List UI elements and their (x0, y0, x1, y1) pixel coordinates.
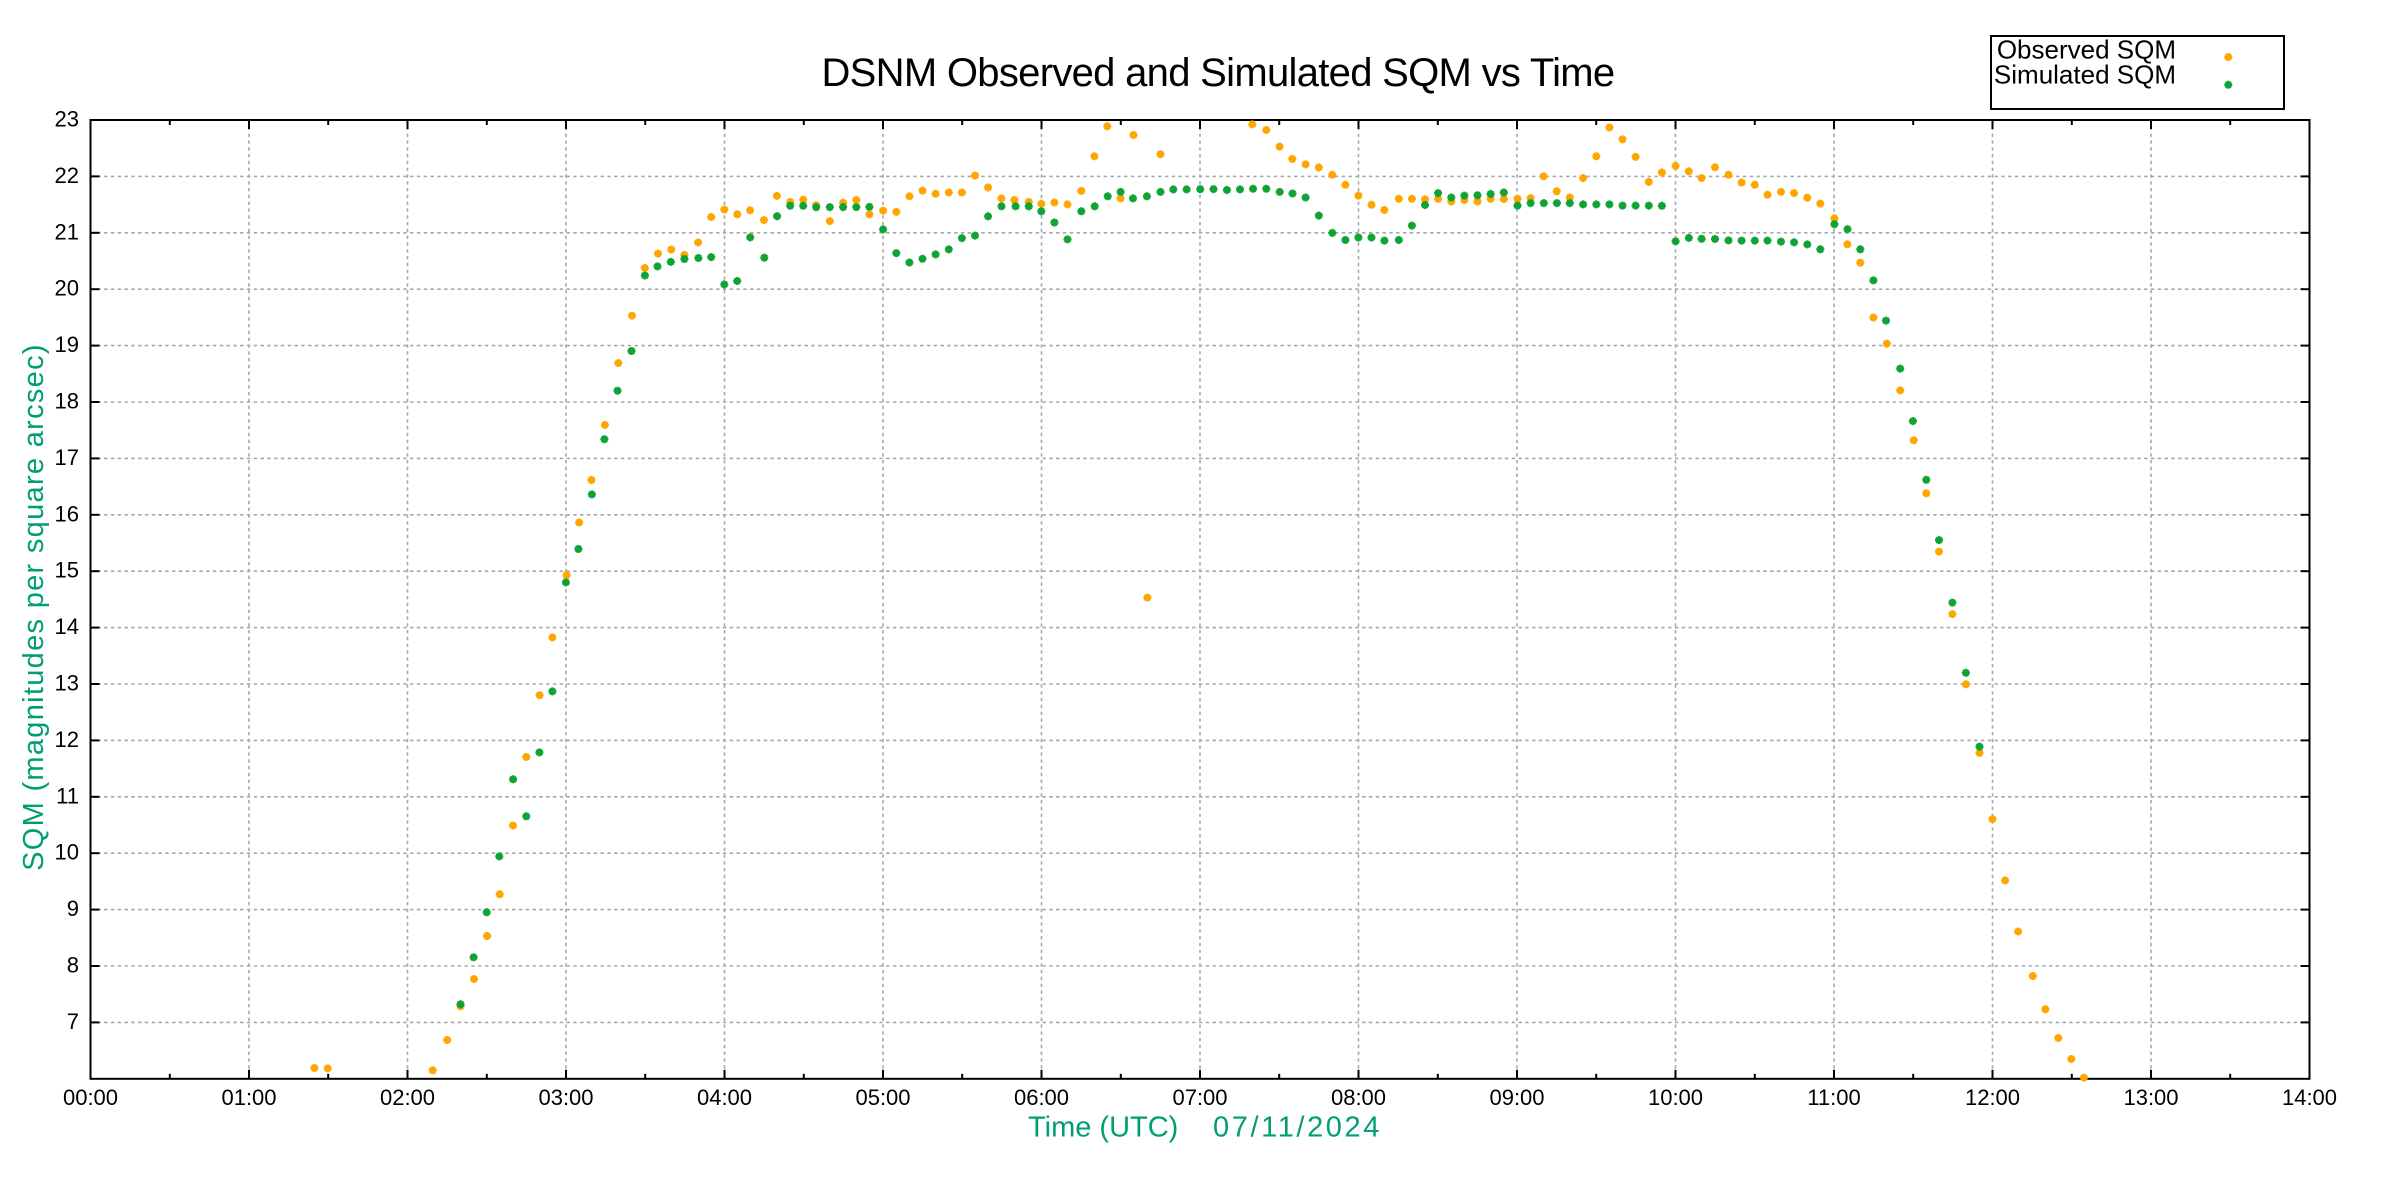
svg-text:Simulated SQM: Simulated SQM (1994, 60, 2176, 90)
svg-text:21: 21 (55, 219, 79, 244)
svg-text:DSNM Observed and Simulated SQ: DSNM Observed and Simulated SQM vs Time (822, 51, 1615, 95)
svg-text:12: 12 (55, 727, 79, 752)
svg-text:09:00: 09:00 (1489, 1085, 1544, 1110)
svg-text:Time (UTC): Time (UTC) (1028, 1112, 1178, 1144)
svg-text:11:00: 11:00 (1807, 1085, 1860, 1110)
svg-text:23: 23 (55, 107, 79, 132)
svg-text:08:00: 08:00 (1331, 1085, 1386, 1110)
svg-text:11: 11 (56, 783, 79, 808)
svg-text:20: 20 (55, 276, 79, 301)
svg-text:00:00: 00:00 (63, 1085, 118, 1110)
svg-text:10: 10 (55, 840, 79, 865)
svg-text:13: 13 (55, 671, 79, 696)
svg-text:18: 18 (55, 389, 79, 414)
svg-text:16: 16 (55, 501, 79, 526)
svg-text:02:00: 02:00 (380, 1085, 435, 1110)
svg-text:13:00: 13:00 (2123, 1085, 2178, 1110)
svg-text:12:00: 12:00 (1965, 1085, 2020, 1110)
svg-text:14: 14 (55, 614, 79, 639)
svg-text:07/11/2024: 07/11/2024 (1213, 1112, 1382, 1144)
svg-text:07:00: 07:00 (1172, 1085, 1227, 1110)
svg-text:15: 15 (55, 558, 79, 583)
svg-text:06:00: 06:00 (1014, 1085, 1069, 1110)
svg-text:8: 8 (67, 953, 79, 978)
svg-text:01:00: 01:00 (221, 1085, 276, 1110)
svg-text:9: 9 (67, 896, 79, 921)
svg-text:17: 17 (55, 445, 79, 470)
svg-text:22: 22 (55, 163, 79, 188)
svg-text:SQM (magnitudes per square arc: SQM (magnitudes per square arcsec) (18, 343, 50, 871)
svg-text:05:00: 05:00 (855, 1085, 910, 1110)
svg-text:Observed SQM: Observed SQM (1997, 35, 2176, 65)
svg-text:03:00: 03:00 (538, 1085, 593, 1110)
svg-text:10:00: 10:00 (1648, 1085, 1703, 1110)
svg-text:7: 7 (67, 1009, 79, 1034)
svg-text:04:00: 04:00 (697, 1085, 752, 1110)
svg-text:14:00: 14:00 (2282, 1085, 2337, 1110)
svg-text:19: 19 (55, 332, 79, 357)
